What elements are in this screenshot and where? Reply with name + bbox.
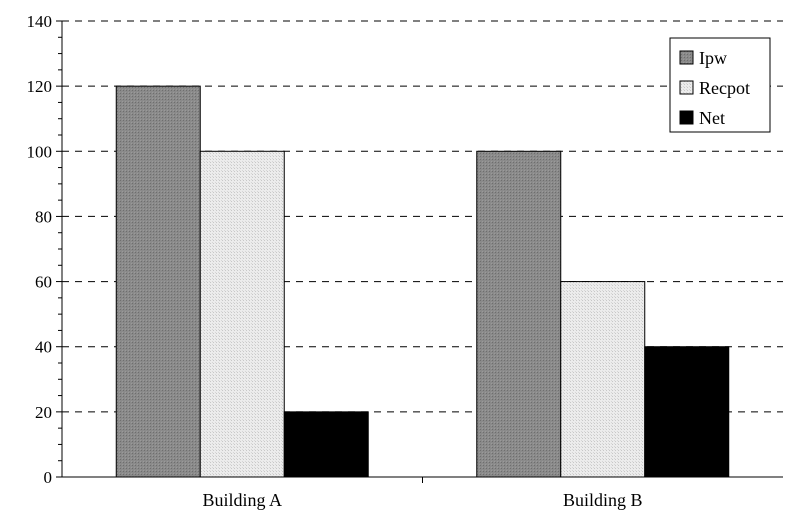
legend-swatch-recpot [679,80,694,95]
axes: Building A Building B 0 20 40 60 80 100 120 140 [27,12,783,510]
legend-label-net: Net [699,108,725,128]
bar-net-2 [644,346,730,478]
bars [115,85,730,478]
y-tick-label: 80 [35,207,52,226]
y-tick-label: 100 [27,142,53,161]
legend-swatch-ipw [679,50,694,65]
legend-label-recpot: Recpot [699,78,750,98]
y-tick-label: 20 [35,403,52,422]
legend-swatch-net [679,110,694,125]
bar-ipw-2 [476,150,562,478]
y-tick-label: 60 [35,273,52,292]
x-tick-label: Building B [563,490,643,510]
legend: Ipw Recpot Net [669,37,771,133]
y-tick-label: 0 [44,468,53,487]
bar-recpot-2 [560,281,646,478]
bar-net-1 [283,411,369,478]
legend-label-ipw: Ipw [699,48,727,68]
bar-recpot-1 [199,150,285,478]
bar-ipw-1 [115,85,201,478]
x-tick-label: Building A [202,490,282,510]
y-tick-label: 140 [27,12,53,31]
y-tick-label: 120 [27,77,53,96]
y-tick-label: 40 [35,338,52,357]
